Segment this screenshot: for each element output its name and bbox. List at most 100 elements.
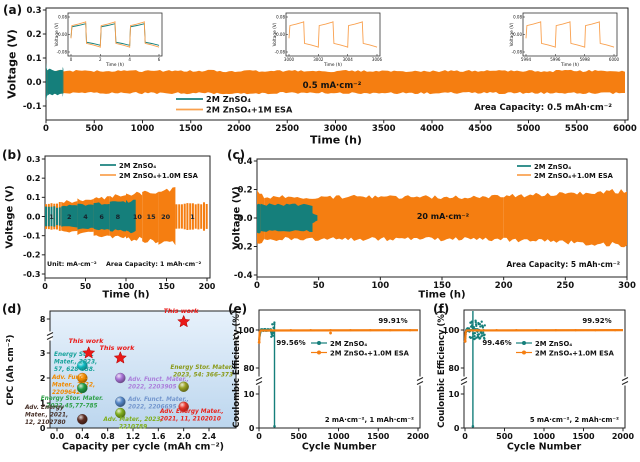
svg-text:4: 4 (83, 213, 88, 221)
svg-text:500: 500 (85, 124, 103, 134)
svg-text:Mater., 2023,: Mater., 2023, (54, 360, 97, 366)
svg-text:2.4: 2.4 (202, 432, 217, 441)
svg-text:0: 0 (249, 424, 255, 433)
svg-text:5500: 5500 (565, 124, 589, 134)
svg-text:1500: 1500 (572, 432, 595, 441)
svg-text:-0.1: -0.1 (23, 102, 42, 112)
svg-text:1500: 1500 (367, 432, 390, 441)
svg-text:99.91%: 99.91% (378, 317, 407, 325)
svg-text:6: 6 (99, 213, 104, 221)
svg-text:2209642.: 2209642. (52, 390, 82, 396)
svg-text:This work: This work (100, 344, 136, 352)
svg-text:5998: 5998 (580, 57, 591, 62)
svg-text:300: 300 (618, 281, 636, 291)
svg-text:0.0: 0.0 (237, 214, 252, 224)
svg-text:12, 2102780: 12, 2102780 (25, 420, 66, 426)
svg-text:0.4: 0.4 (75, 432, 90, 441)
panel-e-y-axis-title: Coulombic Efficiency (%) (232, 310, 242, 428)
svg-text:6: 6 (158, 57, 161, 62)
panel-e-label: (e) (228, 302, 248, 316)
svg-text:2M ZnSO₄+1.0M ESA: 2M ZnSO₄+1.0M ESA (534, 172, 614, 180)
svg-text:2M ZnSO₄: 2M ZnSO₄ (206, 94, 251, 104)
svg-text:0.0: 0.0 (26, 212, 41, 221)
svg-text:2500: 2500 (275, 124, 299, 134)
svg-text:0.00: 0.00 (276, 32, 285, 37)
svg-text:100: 100 (443, 326, 460, 335)
panel-d-y-axis-title: CPC (Ah cm⁻²) (6, 334, 16, 406)
svg-text:Voltage (V): Voltage (V) (54, 22, 60, 46)
svg-text:Adv. Funct. Mater.,: Adv. Funct. Mater., (127, 377, 189, 383)
svg-text:This work: This work (69, 337, 105, 345)
svg-text:1000: 1000 (327, 432, 350, 441)
svg-text:Adv. Energy: Adv. Energy (24, 405, 64, 411)
svg-text:2 mA·cm⁻², 1 mAh·cm⁻²: 2 mA·cm⁻², 1 mAh·cm⁻² (325, 416, 414, 424)
svg-text:100: 100 (371, 281, 389, 291)
svg-text:200: 200 (495, 281, 513, 291)
svg-text:5994: 5994 (521, 57, 532, 62)
svg-text:1000: 1000 (533, 432, 556, 441)
svg-text:57, 628-638.: 57, 628-638. (54, 367, 95, 373)
svg-text:3000: 3000 (284, 57, 295, 62)
svg-text:0.3: 0.3 (26, 6, 41, 16)
svg-text:Time (h): Time (h) (323, 62, 342, 68)
svg-text:6000: 6000 (609, 57, 620, 62)
svg-text:10: 10 (133, 213, 143, 221)
svg-text:99.46%: 99.46% (482, 339, 511, 347)
svg-text:2210789: 2210789 (119, 425, 147, 431)
svg-text:0: 0 (42, 282, 48, 291)
svg-text:-0.2: -0.2 (23, 251, 41, 260)
svg-text:Energy Stor. Mater.: Energy Stor. Mater. (170, 365, 233, 371)
svg-text:0.8: 0.8 (101, 432, 116, 441)
svg-text:0.00: 0.00 (58, 32, 67, 37)
svg-text:0.5 mA·cm⁻²: 0.5 mA·cm⁻² (303, 81, 362, 91)
svg-text:-0.2: -0.2 (234, 242, 253, 252)
svg-text:500: 500 (290, 432, 307, 441)
svg-text:Adv. Mater., 2023,: Adv. Mater., 2023, (102, 417, 162, 423)
svg-text:1: 1 (40, 399, 46, 408)
svg-text:2M ZnSO₄+1.0M ESA: 2M ZnSO₄+1.0M ESA (535, 349, 615, 357)
svg-text:6000: 6000 (613, 124, 637, 134)
panel-f-y-axis-title: Coulombic Efficiency (%) (437, 310, 447, 428)
panel-c-x-axis-title: Time (h) (418, 289, 466, 301)
svg-text:Area Capacity: 1 mAh·cm⁻²: Area Capacity: 1 mAh·cm⁻² (106, 261, 202, 268)
svg-text:0: 0 (43, 124, 49, 134)
svg-text:3500: 3500 (372, 124, 396, 134)
panel-f-label: (f) (433, 302, 450, 316)
svg-text:Adv. Funct.: Adv. Funct. (51, 375, 88, 381)
svg-text:200: 200 (199, 282, 216, 291)
panel-c-label: (c) (227, 148, 246, 162)
panel-b-label: (b) (2, 148, 22, 162)
svg-text:80: 80 (243, 364, 255, 373)
svg-text:50: 50 (313, 281, 325, 291)
svg-text:Mater., 2022,: Mater., 2022, (52, 383, 95, 389)
svg-text:1.6: 1.6 (151, 432, 166, 441)
svg-text:0.08: 0.08 (513, 15, 522, 20)
panel-b-y-axis-title: Voltage (V) (4, 185, 16, 249)
svg-text:0.08: 0.08 (276, 15, 285, 20)
svg-text:1: 1 (190, 213, 195, 221)
svg-text:-0.08: -0.08 (57, 50, 68, 55)
svg-text:5000: 5000 (517, 124, 541, 134)
svg-text:Time (h): Time (h) (105, 62, 124, 68)
svg-text:2022, 2206695: 2022, 2206695 (128, 405, 177, 411)
panel-d-label: (d) (2, 302, 22, 316)
svg-text:2M ZnSO₄: 2M ZnSO₄ (535, 340, 572, 348)
svg-text:250: 250 (556, 281, 574, 291)
svg-text:2M ZnSO₄: 2M ZnSO₄ (119, 162, 156, 170)
svg-text:0.1: 0.1 (26, 193, 41, 202)
svg-text:Adv. Energy Mater.,: Adv. Energy Mater., (159, 409, 224, 415)
svg-text:0: 0 (256, 432, 262, 441)
svg-text:3002: 3002 (313, 57, 324, 62)
svg-text:2M ZnSO₄+1.0M ESA: 2M ZnSO₄+1.0M ESA (119, 172, 199, 180)
svg-text:4000: 4000 (420, 124, 444, 134)
svg-text:Mater., 2021,: Mater., 2021, (25, 413, 68, 419)
svg-text:2M ZnSO₄+1M ESA: 2M ZnSO₄+1M ESA (206, 104, 293, 114)
svg-text:Time (h): Time (h) (560, 62, 579, 68)
svg-text:-0.08: -0.08 (275, 50, 286, 55)
panel-a-y-axis-title: Voltage (V) (5, 29, 19, 99)
svg-text:99.92%: 99.92% (582, 317, 611, 325)
svg-text:1.2: 1.2 (126, 432, 140, 441)
svg-text:0.2: 0.2 (237, 185, 252, 195)
svg-text:This work: This work (164, 307, 200, 315)
